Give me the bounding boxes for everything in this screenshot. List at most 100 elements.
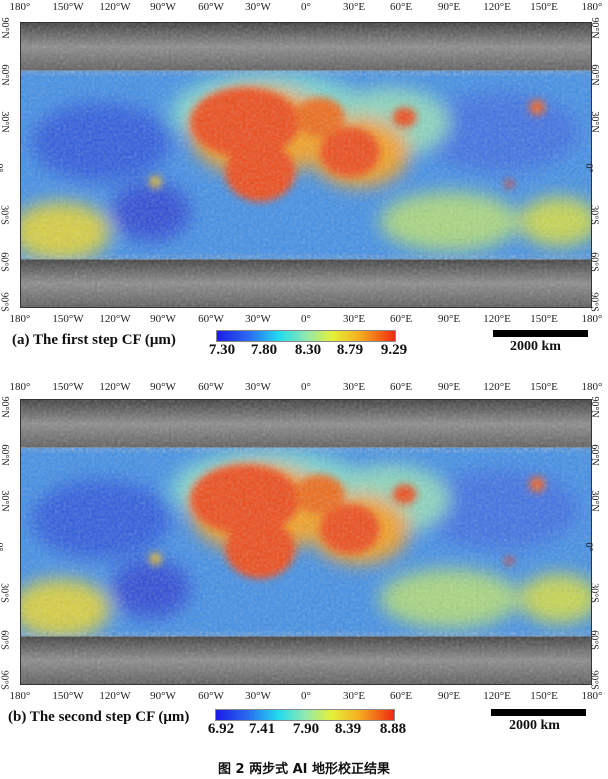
lat-label: 0° [583,163,594,173]
lunar-cf-map-b [20,399,592,685]
lon-label: 120°E [483,690,511,702]
panel-caption: (a) The first step CF (μm) [12,332,176,348]
lat-label: 90°S [0,670,10,690]
lat-label: 0° [0,163,4,173]
colorbar-tick: 8.30 [294,342,322,358]
lon-label: 90°W [150,690,176,702]
lon-label: 150°W [52,313,84,325]
lat-label: 30°S [588,583,600,603]
lon-label: 30°E [342,1,366,13]
lon-label: 120°E [483,381,511,393]
lat-label: 60°S [588,630,600,650]
lat-label: 30°S [588,205,600,225]
lon-label: 30°W [245,381,271,393]
lon-label: 90°E [437,690,461,702]
colorbar-tick: 9.29 [380,342,408,358]
lon-label: 120°E [483,1,511,13]
lon-label: 150°W [52,690,84,702]
lon-label: 90°E [437,313,461,325]
lon-label: 180° [9,1,31,13]
lon-label: 0° [301,690,311,702]
lon-label: 150°W [52,1,84,13]
lon-label: 120°W [99,313,131,325]
lon-label: 0° [301,381,311,393]
scale-bar [493,330,588,337]
lon-label: 60°E [389,1,413,13]
lon-label: 90°E [437,381,461,393]
lon-label: 60°W [198,381,224,393]
panel-caption: (b) The second step CF (μm) [8,709,190,725]
lon-label: 90°W [150,313,176,325]
lon-label: 180° [581,1,603,13]
lon-label: 180° [9,690,31,702]
lon-label: 150°E [530,313,558,325]
lon-label: 30°W [245,690,271,702]
lon-label: 180° [9,313,31,325]
lat-label: 90°S [588,292,600,312]
lat-label: 60°N [0,444,11,466]
colorbar [216,330,396,342]
colorbar [215,709,395,721]
lon-label: 120°W [99,381,131,393]
lon-label: 180° [581,313,603,325]
lon-label: 0° [301,1,311,13]
lat-label: 30°N [589,490,601,512]
colorbar-tick: 6.92 [207,721,235,737]
lon-label: 120°W [99,690,131,702]
lat-label: 30°S [0,205,10,225]
lon-label: 60°W [198,1,224,13]
figure-title: 图 2 两步式 AI 地形校正结果 [217,762,391,777]
lon-label: 60°E [389,313,413,325]
lon-label: 150°E [530,690,558,702]
lon-label: 90°E [437,1,461,13]
lat-label: 60°S [0,252,10,272]
lon-label: 150°E [530,381,558,393]
lon-label: 180° [581,690,603,702]
lon-label: 30°E [342,381,366,393]
lon-label: 30°E [342,690,366,702]
lon-label: 90°W [150,1,176,13]
lunar-cf-map-a [20,22,592,308]
lat-label: 60°S [588,252,600,272]
colorbar-tick: 8.79 [336,342,364,358]
colorbar-tick: 8.88 [379,721,407,737]
lon-label: 60°E [389,381,413,393]
lon-label: 60°E [389,690,413,702]
lat-label: 30°N [0,490,11,512]
lat-label: 90°N [0,17,11,39]
lat-label: 0° [0,542,4,552]
lon-label: 180° [581,381,603,393]
lat-label: 30°N [0,111,11,133]
lat-label: 90°N [0,396,11,418]
scale-bar [491,709,586,716]
lon-label: 150°E [530,1,558,13]
colorbar-tick: 8.39 [334,721,362,737]
lat-label: 90°N [589,396,601,418]
lat-label: 60°N [0,64,11,86]
lat-label: 0° [583,542,594,552]
lon-label: 30°W [245,313,271,325]
lat-label: 90°N [589,17,601,39]
lat-label: 90°S [588,670,600,690]
scale-label: 2000 km [509,718,560,733]
colorbar-tick: 7.41 [248,721,276,737]
colorbar-tick: 7.90 [292,721,320,737]
colorbar-tick: 7.30 [208,342,236,358]
scale-label: 2000 km [510,339,561,354]
colorbar-tick: 7.80 [250,342,278,358]
lat-label: 30°N [589,111,601,133]
lon-label: 60°W [198,313,224,325]
lon-label: 30°W [245,1,271,13]
lon-label: 150°W [52,381,84,393]
panel-b: 180° 150°W 120°W 90°W 60°W 30°W 0° 30°E … [0,380,608,740]
lat-label: 60°N [589,64,601,86]
lon-label: 120°E [483,313,511,325]
lat-label: 90°S [0,292,10,312]
lon-label: 180° [9,381,31,393]
lon-label: 90°W [150,381,176,393]
lat-label: 30°S [0,583,10,603]
panel-a: 180° 150°W 120°W 90°W 60°W 30°W 0° 30°E … [0,0,608,360]
lon-label: 120°W [99,1,131,13]
lat-label: 60°N [589,444,601,466]
lat-label: 60°S [0,630,10,650]
